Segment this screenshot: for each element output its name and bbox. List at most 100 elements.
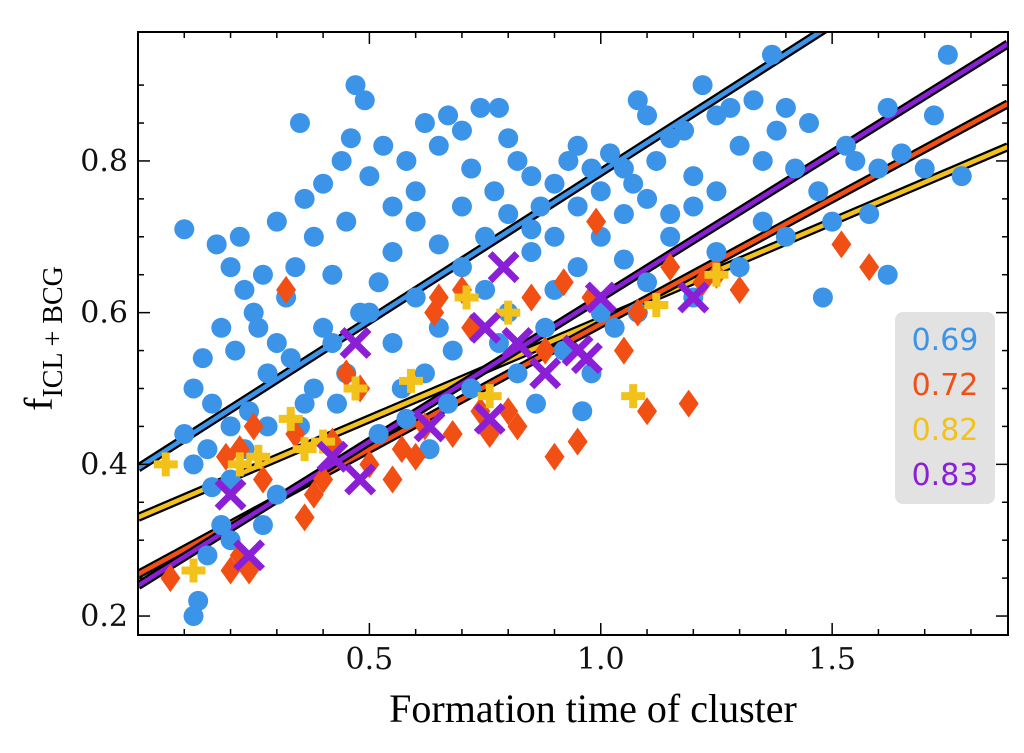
legend-box bbox=[895, 312, 995, 504]
data-point-diamond bbox=[544, 442, 565, 471]
fit-line-core bbox=[138, 41, 1008, 588]
data-point-circle bbox=[340, 128, 361, 149]
legend-entry: 0.72 bbox=[912, 368, 979, 403]
data-point-circle bbox=[183, 454, 204, 475]
data-point-diamond bbox=[660, 253, 681, 282]
data-point-circle bbox=[220, 257, 241, 278]
data-point-circle bbox=[461, 378, 482, 399]
data-point-circle bbox=[350, 302, 371, 323]
data-point-diamond bbox=[637, 397, 658, 426]
data-point-circle bbox=[419, 439, 440, 460]
data-point-circle bbox=[174, 219, 195, 240]
data-point-circle bbox=[451, 257, 472, 278]
data-point-circle bbox=[775, 226, 796, 247]
data-point-circle bbox=[766, 120, 787, 141]
data-point-circle bbox=[243, 302, 264, 323]
fit-line-0.83 bbox=[138, 40, 1008, 590]
data-point-circle bbox=[637, 272, 658, 293]
data-point-circle bbox=[822, 211, 843, 232]
data-point-circle bbox=[581, 158, 602, 179]
data-point-circle bbox=[812, 287, 833, 308]
data-point-circle bbox=[683, 196, 704, 217]
data-point-circle bbox=[345, 75, 366, 96]
data-point-diamond bbox=[627, 298, 648, 327]
data-point-circle bbox=[558, 150, 579, 171]
data-point-circle bbox=[743, 90, 764, 111]
axis-ticks bbox=[138, 32, 1008, 635]
data-point-diamond bbox=[831, 230, 852, 259]
data-point-circle bbox=[761, 44, 782, 65]
data-point-circle bbox=[294, 188, 315, 209]
y-tick-label: 0.4 bbox=[80, 447, 128, 482]
data-point-plus bbox=[278, 406, 303, 431]
data-point-circle bbox=[188, 590, 209, 611]
data-point-circle bbox=[544, 173, 565, 194]
data-point-circle bbox=[414, 113, 435, 134]
data-point-circle bbox=[613, 249, 634, 270]
data-point-circle bbox=[183, 606, 204, 627]
y-tick-label: 0.8 bbox=[80, 144, 128, 179]
data-point-circle bbox=[613, 204, 634, 225]
data-point-circle bbox=[202, 393, 223, 414]
data-point-circle bbox=[923, 105, 944, 126]
data-point-diamond bbox=[586, 207, 607, 236]
data-point-circle bbox=[382, 196, 403, 217]
fit-line-core bbox=[138, 32, 825, 471]
data-point-diamond bbox=[498, 397, 519, 426]
data-point-diamond bbox=[229, 435, 250, 464]
data-point-circle bbox=[498, 204, 519, 225]
legend-entry: 0.83 bbox=[912, 458, 979, 493]
data-point-circle bbox=[183, 378, 204, 399]
data-point-diamond bbox=[442, 420, 463, 448]
data-point-plus bbox=[477, 384, 502, 409]
data-point-circle bbox=[845, 150, 866, 171]
data-point-circle bbox=[331, 150, 352, 171]
data-point-circle bbox=[229, 226, 250, 247]
data-point-circle bbox=[627, 90, 648, 111]
legend-entry: 0.69 bbox=[912, 323, 979, 358]
data-point-diamond bbox=[729, 275, 750, 304]
data-point-circle bbox=[775, 97, 796, 118]
data-point-circle bbox=[692, 75, 713, 96]
data-point-circle bbox=[572, 401, 593, 422]
data-point-circle bbox=[590, 302, 611, 323]
data-point-circle bbox=[234, 279, 255, 300]
data-point-x bbox=[344, 463, 377, 496]
data-point-circle bbox=[428, 135, 449, 156]
series-0.69 bbox=[174, 44, 972, 627]
data-point-circle bbox=[488, 97, 509, 118]
data-point-diamond bbox=[382, 465, 403, 494]
data-point-x bbox=[570, 342, 603, 375]
data-point-circle bbox=[808, 181, 829, 202]
data-point-circle bbox=[257, 416, 278, 437]
data-point-circle bbox=[600, 143, 621, 164]
data-point-circle bbox=[785, 158, 806, 179]
data-point-x bbox=[677, 281, 710, 314]
series-0.82 bbox=[153, 262, 729, 583]
data-point-circle bbox=[326, 393, 347, 414]
data-point-circle bbox=[637, 105, 658, 126]
data-point-x bbox=[233, 539, 266, 572]
data-point-circle bbox=[294, 393, 315, 414]
data-point-circle bbox=[877, 97, 898, 118]
data-point-diamond bbox=[405, 442, 426, 471]
data-point-plus bbox=[153, 452, 178, 477]
data-point-circle bbox=[303, 378, 324, 399]
data-point-circle bbox=[368, 272, 389, 293]
data-point-diamond bbox=[252, 465, 273, 494]
data-point-circle bbox=[683, 166, 704, 187]
data-point-plus bbox=[227, 452, 252, 477]
data-point-circle bbox=[192, 348, 213, 369]
data-point-circle bbox=[507, 363, 528, 384]
data-point-circle bbox=[336, 211, 357, 232]
data-point-circle bbox=[313, 317, 334, 338]
data-point-circle bbox=[752, 211, 773, 232]
data-point-circle bbox=[836, 135, 857, 156]
data-point-x bbox=[529, 357, 562, 390]
data-point-circle bbox=[470, 97, 491, 118]
data-point-diamond bbox=[303, 480, 324, 509]
data-point-diamond bbox=[243, 412, 264, 441]
data-point-circle bbox=[729, 135, 750, 156]
data-point-circle bbox=[937, 44, 958, 65]
